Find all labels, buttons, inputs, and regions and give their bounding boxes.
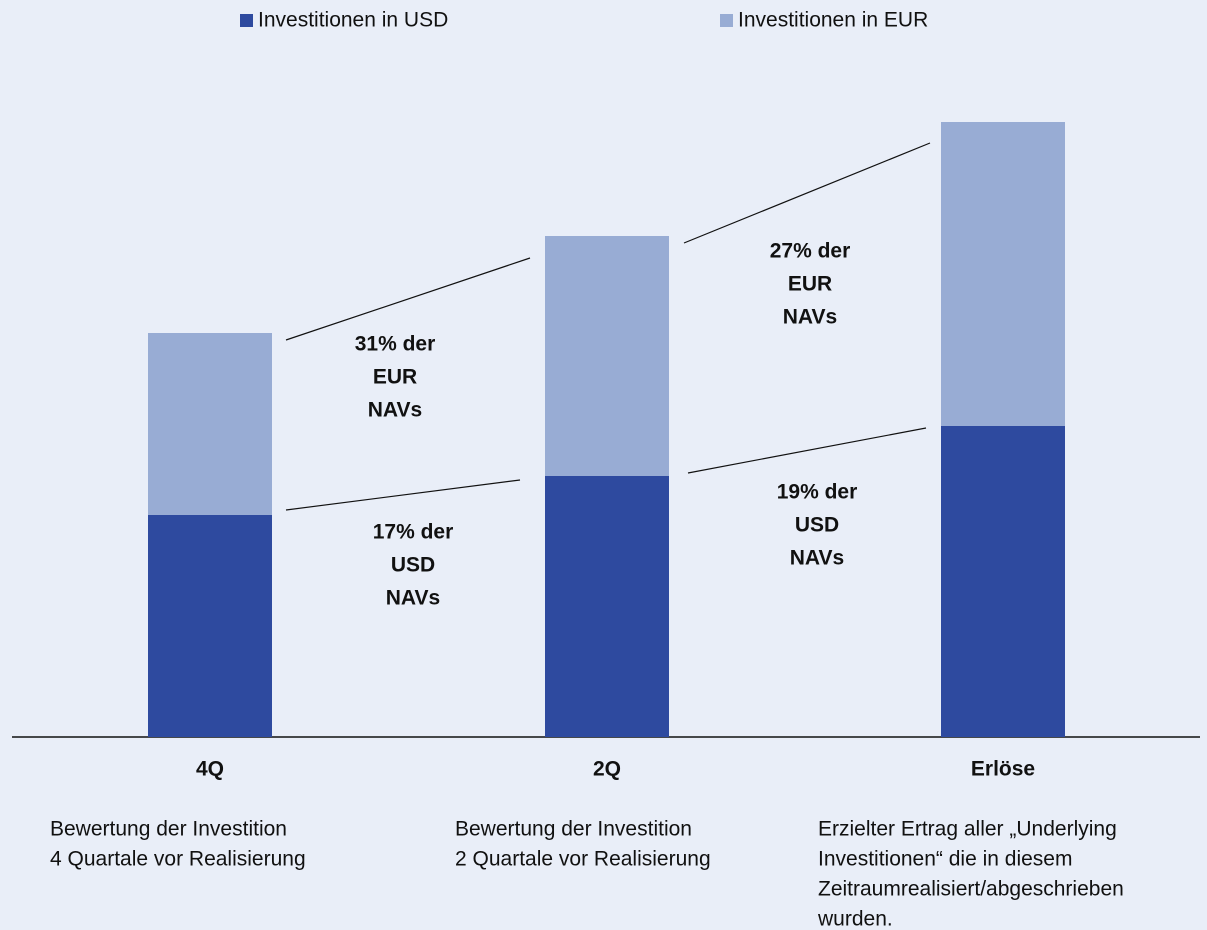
bar-segment bbox=[941, 426, 1065, 737]
connector bbox=[285, 479, 521, 511]
category-description: 4 Quartale vor Realisierung bbox=[50, 848, 306, 871]
bar-segment bbox=[148, 515, 272, 737]
annotation: 17% der bbox=[373, 521, 454, 544]
annotation: 27% der bbox=[770, 240, 851, 263]
category-description: Erzielter Ertrag aller „Underlying bbox=[818, 818, 1117, 841]
connector bbox=[285, 257, 531, 341]
annotation: EUR bbox=[788, 273, 832, 296]
legend-label: Investitionen in EUR bbox=[738, 9, 928, 32]
annotation: USD bbox=[795, 514, 839, 537]
bar-segment bbox=[941, 122, 1065, 426]
annotation: NAVs bbox=[386, 587, 440, 610]
bar-segment bbox=[148, 333, 272, 515]
category-description: Zeitraumrealisiert/abgeschrieben bbox=[818, 878, 1124, 901]
category-description: Bewertung der Investition bbox=[455, 818, 692, 841]
connector bbox=[683, 142, 931, 244]
x-tick-label: Erlöse bbox=[971, 758, 1035, 781]
annotation: NAVs bbox=[790, 547, 844, 570]
bar-segment bbox=[545, 476, 669, 737]
legend-label: Investitionen in USD bbox=[258, 9, 448, 32]
bar-segment bbox=[545, 236, 669, 476]
annotation: NAVs bbox=[368, 399, 422, 422]
category-description: wurden. bbox=[817, 908, 893, 930]
legend-swatch bbox=[720, 14, 733, 27]
connector bbox=[687, 427, 927, 474]
annotation: EUR bbox=[373, 366, 417, 389]
annotation: NAVs bbox=[783, 306, 837, 329]
legend-swatch bbox=[240, 14, 253, 27]
category-description: Investitionen“ die in diesem bbox=[818, 848, 1072, 871]
annotation: USD bbox=[391, 554, 435, 577]
annotation: 19% der bbox=[777, 481, 858, 504]
x-tick-label: 2Q bbox=[593, 758, 621, 781]
annotation: 31% der bbox=[355, 333, 436, 356]
connectors bbox=[285, 142, 931, 511]
x-tick-label: 4Q bbox=[196, 758, 224, 781]
category-description: Bewertung der Investition bbox=[50, 818, 287, 841]
category-description: 2 Quartale vor Realisierung bbox=[455, 848, 711, 871]
